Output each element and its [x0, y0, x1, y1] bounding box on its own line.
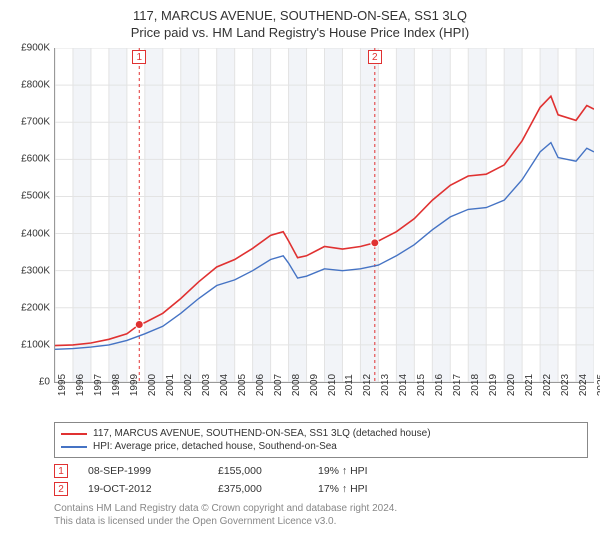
y-tick-label: £200K [21, 302, 50, 313]
x-tick-label: 2008 [291, 374, 302, 396]
x-tick-label: 2017 [452, 374, 463, 396]
y-tick-label: £400K [21, 228, 50, 239]
x-tick-label: 2005 [237, 374, 248, 396]
title-address: 117, MARCUS AVENUE, SOUTHEND-ON-SEA, SS1… [6, 8, 594, 23]
title-subtitle: Price paid vs. HM Land Registry's House … [6, 25, 594, 40]
x-tick-label: 1995 [57, 374, 68, 396]
x-tick-label: 2014 [398, 374, 409, 396]
x-tick-label: 2013 [380, 374, 391, 396]
x-tick-label: 2016 [434, 374, 445, 396]
x-tick-label: 2011 [344, 374, 355, 396]
sale-date: 08-SEP-1999 [88, 465, 198, 477]
chart-container: 117, MARCUS AVENUE, SOUTHEND-ON-SEA, SS1… [0, 0, 600, 560]
y-tick-label: £100K [21, 339, 50, 350]
chart-area: £0 £100K £200K £300K £400K £500K £600K £700K £80… [6, 48, 594, 418]
sales-table: 1 08-SEP-1999 £155,000 19% ↑ HPI 2 19-OC… [54, 462, 588, 498]
x-tick-label: 2000 [147, 374, 158, 396]
x-tick-label: 2001 [165, 374, 176, 396]
y-tick-label: £0 [39, 377, 50, 388]
sale-row: 1 08-SEP-1999 £155,000 19% ↑ HPI [54, 462, 588, 480]
legend-label: 117, MARCUS AVENUE, SOUTHEND-ON-SEA, SS1… [93, 428, 431, 439]
y-tick-label: £300K [21, 265, 50, 276]
x-tick-label: 2022 [542, 374, 553, 396]
legend-swatch [61, 446, 87, 448]
y-tick-label: £600K [21, 154, 50, 165]
plot-svg [55, 48, 594, 382]
legend-item: HPI: Average price, detached house, Sout… [61, 440, 581, 453]
x-axis: 1995199619971998199920002001200220032004… [54, 383, 594, 415]
x-tick-label: 2018 [470, 374, 481, 396]
x-tick-label: 2007 [273, 374, 284, 396]
x-tick-label: 2015 [416, 374, 427, 396]
y-axis: £0£100K£200K£300K£400K£500K£600K£700K£80… [6, 48, 54, 383]
y-tick-label: £500K [21, 191, 50, 202]
sale-price: £155,000 [218, 465, 298, 477]
x-tick-label: 2004 [219, 374, 230, 396]
event-badge: 2 [368, 50, 382, 64]
legend-item: 117, MARCUS AVENUE, SOUTHEND-ON-SEA, SS1… [61, 427, 581, 440]
x-tick-label: 2020 [506, 374, 517, 396]
x-tick-label: 1997 [93, 374, 104, 396]
y-tick-label: £800K [21, 80, 50, 91]
plot: 12 [54, 48, 594, 383]
x-tick-label: 1996 [75, 374, 86, 396]
sale-hpi: 17% ↑ HPI [318, 483, 408, 495]
legend-swatch [61, 433, 87, 435]
plot-wrap: 12 1995199619971998199920002001200220032… [54, 48, 594, 418]
x-tick-label: 2012 [362, 374, 373, 396]
sale-price: £375,000 [218, 483, 298, 495]
x-tick-label: 2009 [309, 374, 320, 396]
title-block: 117, MARCUS AVENUE, SOUTHEND-ON-SEA, SS1… [6, 8, 594, 40]
event-badge: 1 [132, 50, 146, 64]
sale-row: 2 19-OCT-2012 £375,000 17% ↑ HPI [54, 480, 588, 498]
y-tick-label: £900K [21, 43, 50, 54]
x-tick-label: 2010 [327, 374, 338, 396]
x-tick-label: 2002 [183, 374, 194, 396]
sale-marker-icon: 2 [54, 482, 68, 496]
x-tick-label: 2025 [596, 374, 600, 396]
x-tick-label: 1998 [111, 374, 122, 396]
sale-date: 19-OCT-2012 [88, 483, 198, 495]
legend-box: 117, MARCUS AVENUE, SOUTHEND-ON-SEA, SS1… [54, 422, 588, 458]
footer-line: Contains HM Land Registry data © Crown c… [54, 502, 588, 515]
x-tick-label: 2003 [201, 374, 212, 396]
sale-hpi: 19% ↑ HPI [318, 465, 408, 477]
x-tick-label: 1999 [129, 374, 140, 396]
legend-label: HPI: Average price, detached house, Sout… [93, 441, 337, 452]
footer-line: This data is licensed under the Open Gov… [54, 515, 588, 528]
x-tick-label: 2019 [488, 374, 499, 396]
footer-attribution: Contains HM Land Registry data © Crown c… [54, 502, 588, 528]
x-tick-label: 2023 [560, 374, 571, 396]
x-tick-label: 2024 [578, 374, 589, 396]
x-tick-label: 2006 [255, 374, 266, 396]
sale-marker-icon: 1 [54, 464, 68, 478]
y-tick-label: £700K [21, 117, 50, 128]
x-tick-label: 2021 [524, 374, 535, 396]
